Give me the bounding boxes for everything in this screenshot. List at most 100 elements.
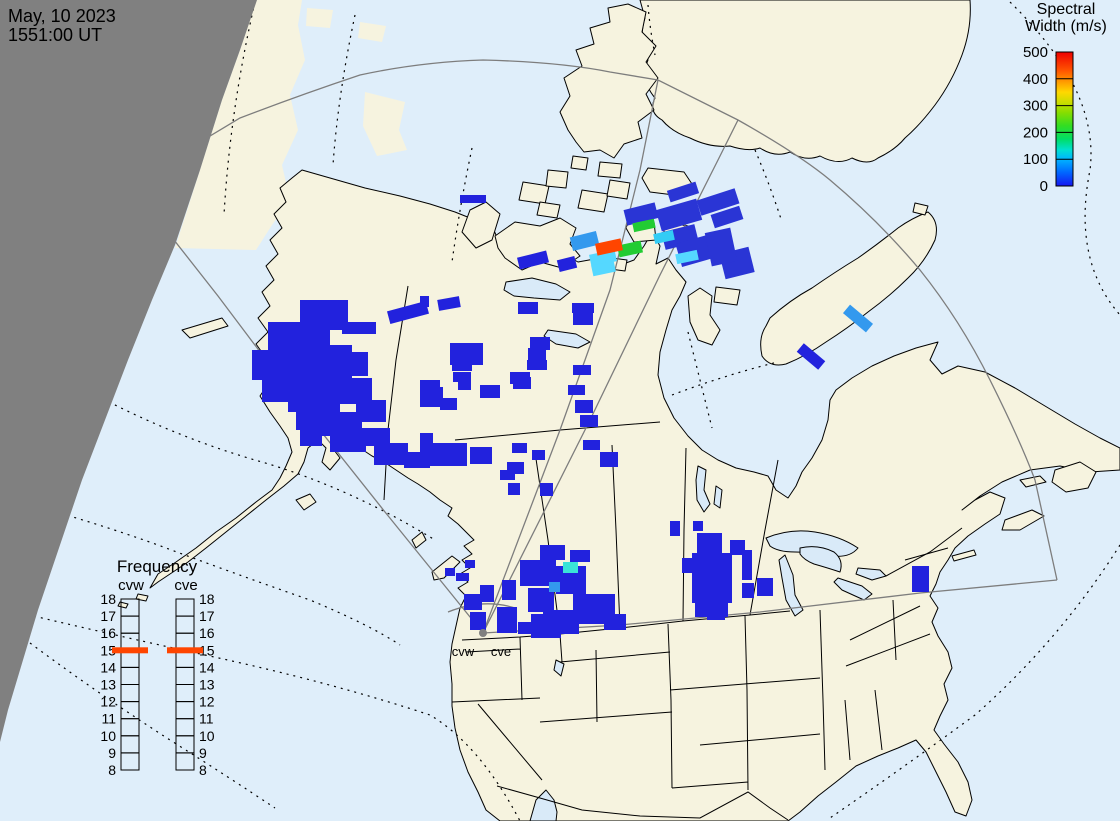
data-tile — [470, 447, 492, 464]
state-borders-west — [451, 633, 673, 781]
state-borders-central — [667, 599, 897, 791]
frequency-scale-label: 18 — [100, 591, 116, 607]
fov-outer-arc — [129, 59, 1058, 581]
victoria-island — [494, 217, 581, 271]
colorbar-title-line2: Width (m/s) — [1025, 18, 1107, 35]
data-tile — [330, 432, 366, 452]
data-tile — [510, 372, 530, 384]
data-tile — [332, 378, 372, 404]
data-tile — [600, 452, 618, 467]
colorbar-title-line1: Spectral — [1037, 1, 1096, 18]
colorbar-tick-label: 200 — [1023, 124, 1048, 141]
data-tile — [453, 372, 471, 382]
data-tile — [342, 322, 376, 334]
melville-peninsula — [687, 287, 721, 346]
data-tile — [437, 296, 461, 311]
frequency-scale-label: 14 — [199, 659, 215, 675]
data-tile — [549, 582, 560, 592]
data-tile — [520, 560, 556, 586]
frequency-scale-label: 17 — [199, 608, 215, 624]
data-tile — [573, 365, 591, 375]
frequency-scale-label: 8 — [199, 762, 207, 778]
data-tile — [460, 195, 486, 203]
data-tile — [470, 612, 486, 630]
data-tile — [430, 443, 467, 466]
arctic-island-small-2 — [358, 22, 386, 42]
qei-island-3 — [570, 155, 589, 171]
time-label: 1551:00 UT — [8, 25, 102, 45]
frequency-scale-label: 17 — [100, 608, 116, 624]
frequency-legend: Frequency cvw cve 1817161514131211109818… — [100, 557, 214, 778]
data-tile — [655, 198, 703, 232]
data-tile — [757, 578, 773, 596]
data-tile — [516, 250, 550, 270]
data-tile — [572, 303, 594, 313]
data-tile — [480, 585, 494, 602]
data-tile — [912, 566, 929, 592]
colorbar-tick-label: 500 — [1023, 44, 1048, 61]
data-tile — [604, 614, 626, 630]
data-tile — [730, 540, 745, 555]
lake-ontario — [855, 567, 887, 581]
frequency-scale-label: 18 — [199, 591, 215, 607]
long-island — [951, 549, 977, 562]
bylot-island — [912, 202, 929, 216]
data-tile — [362, 428, 390, 446]
data-tile — [842, 304, 874, 333]
data-tile — [693, 521, 703, 531]
data-tile — [569, 230, 600, 252]
data-tile — [430, 387, 443, 400]
data-tile — [707, 610, 725, 620]
data-tile — [464, 594, 482, 610]
frequency-ladder-cell — [120, 752, 140, 771]
great-slave-lake — [543, 329, 591, 349]
province-borders — [383, 285, 779, 635]
data-tile — [742, 583, 754, 598]
lake-huron — [799, 546, 842, 573]
data-tile — [497, 607, 517, 633]
data-tile — [540, 545, 565, 560]
data-tile — [568, 385, 585, 395]
arctic-island-small-1 — [306, 8, 333, 28]
data-tile — [595, 238, 623, 256]
data-tile — [682, 558, 694, 573]
data-tile — [500, 470, 515, 480]
landmass-layer — [117, 0, 1120, 821]
north-america-mainland — [149, 169, 1120, 821]
frequency-ladder-cell — [175, 752, 195, 771]
qei-island-7 — [606, 179, 631, 200]
data-tile — [330, 352, 368, 376]
great-salt-lake — [553, 659, 565, 677]
radar-site-dot — [479, 629, 487, 637]
colorbar-tick-label: 400 — [1023, 71, 1048, 88]
frequency-scale-label: 16 — [199, 625, 215, 641]
frequency-column-label-cvw: cvw — [118, 577, 144, 594]
data-tile — [512, 443, 527, 453]
frequency-scale-label: 13 — [199, 677, 215, 693]
st-lawrence-island — [181, 317, 229, 339]
timestamp: May, 10 2023 1551:00 UT — [8, 6, 116, 45]
qei-island-4 — [597, 161, 623, 179]
frequency-active-marker — [167, 647, 203, 654]
data-tile — [386, 301, 430, 324]
frequency-scale-label: 9 — [108, 745, 116, 761]
data-tile — [583, 440, 600, 450]
kodiak-island — [295, 493, 317, 511]
terminator-shadow — [0, 0, 257, 742]
chukotka-strip — [175, 0, 305, 250]
data-tile — [530, 337, 550, 350]
qei-island-1 — [518, 181, 550, 205]
data-tile — [420, 296, 429, 307]
data-tile — [527, 360, 547, 370]
frequency-scale-label: 11 — [199, 711, 214, 727]
data-tile — [570, 550, 590, 562]
frequency-scale-label: 8 — [108, 762, 116, 778]
fov-near-range-arc — [447, 603, 516, 613]
frequency-column-label-cve: cve — [174, 577, 197, 594]
ellesmere-island — [559, 3, 659, 159]
lake-superior — [765, 530, 859, 557]
